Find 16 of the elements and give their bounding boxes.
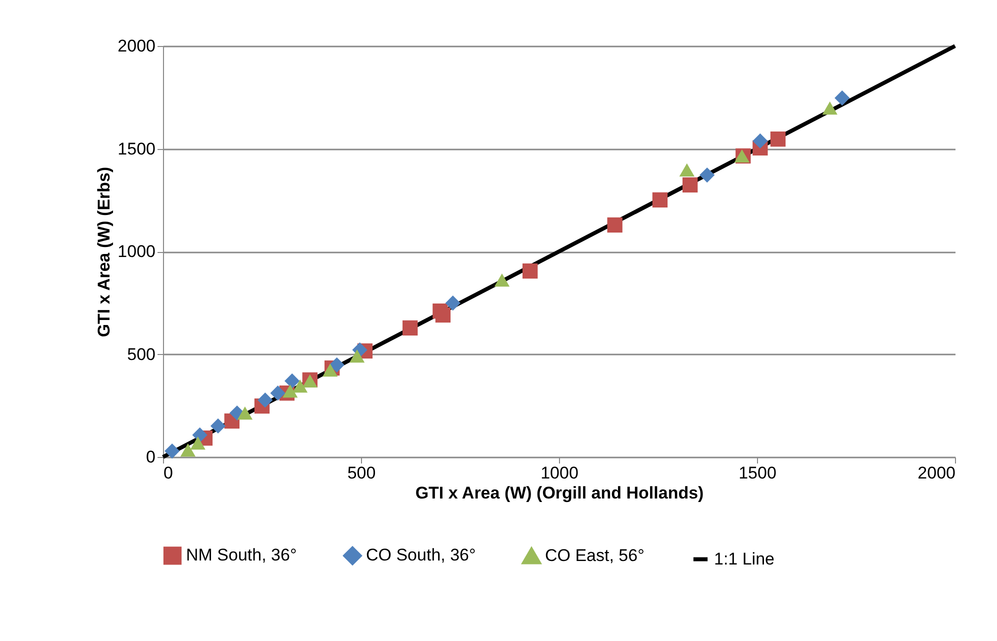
y-tick-label: 0 [146, 448, 156, 466]
y-tick-label: 2000 [118, 36, 156, 56]
x-tick-label: 0 [164, 464, 173, 482]
legend-label: CO East, 56° [545, 546, 644, 566]
legend-label: CO South, 36° [366, 546, 476, 565]
x-tick-label: 1500 [738, 464, 776, 482]
legend-label: NM South, 36° [186, 546, 297, 565]
x-tick-label: 500 [347, 464, 376, 482]
y-tick-label: 500 [127, 344, 156, 364]
x-tick-label: 1000 [540, 464, 578, 482]
y-tick-label: 1000 [118, 242, 156, 261]
x-tick-label: 2000 [918, 464, 956, 482]
y-tick-label: 1500 [118, 139, 156, 158]
legend-label: 1:1 Line [714, 549, 774, 568]
y-axis-title: GTI x Area (W) (Erbs) [94, 166, 114, 338]
x-axis-title: GTI x Area (W) (Orgill and Hollands) [415, 484, 704, 502]
